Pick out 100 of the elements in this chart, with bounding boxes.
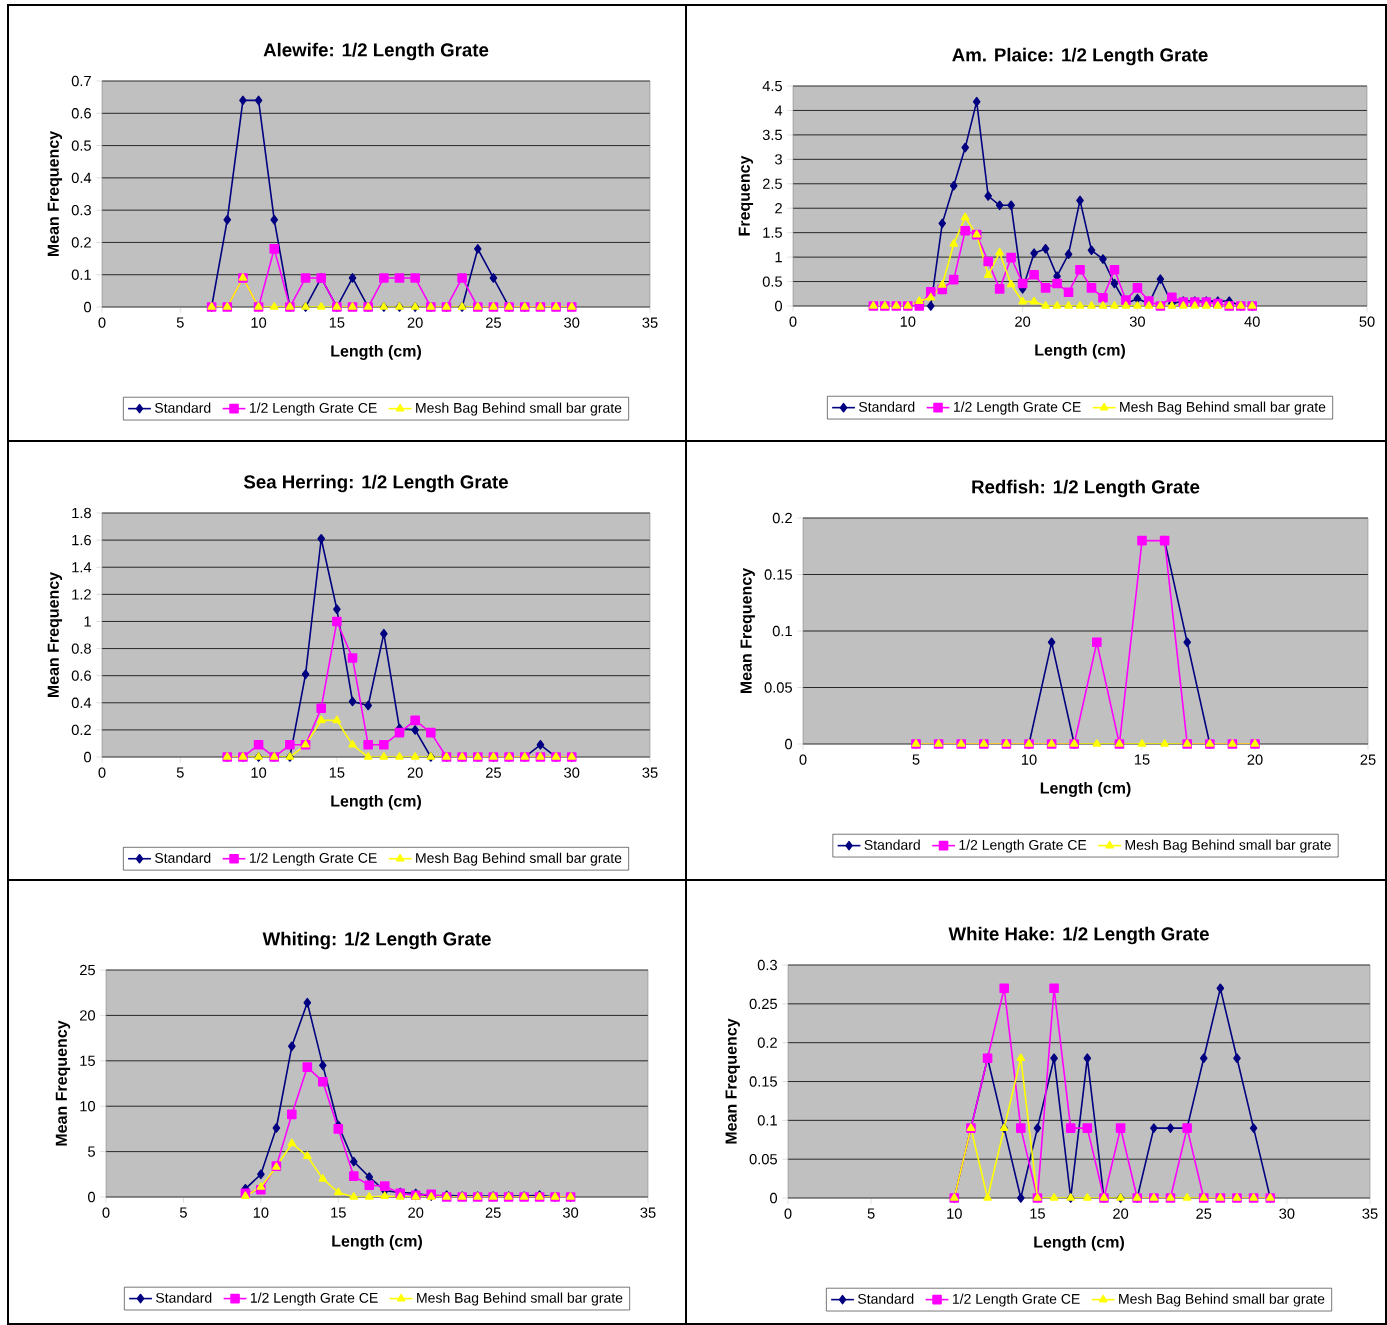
- x-axis-title: Length (cm): [331, 794, 421, 810]
- y-tick-label: 1.5: [763, 227, 782, 238]
- x-tick-label: 35: [642, 317, 658, 328]
- chart-title: White Hake: 1/2 Length Grate: [948, 926, 1209, 945]
- legend-label: Mesh Bag Behind small bar grate: [1125, 839, 1331, 853]
- legend-label: Standard: [858, 1293, 914, 1304]
- y-tick-label: 0.15: [764, 569, 792, 580]
- x-tick-label: 30: [1279, 1208, 1295, 1219]
- y-tick-label: 0: [770, 1192, 778, 1204]
- y-tick-label: 0.5: [762, 276, 782, 287]
- x-tick-label: 0: [98, 767, 106, 778]
- legend-label: Standard: [156, 1292, 212, 1303]
- y-tick-label: 0.2: [71, 237, 91, 248]
- x-axis-title: Length (cm): [1035, 343, 1125, 359]
- x-axis-title: Length (cm): [332, 1234, 422, 1250]
- y-tick-label: 0.05: [764, 682, 792, 693]
- x-tick-label: 0: [98, 317, 106, 328]
- y-tick-label: 1.4: [72, 562, 92, 573]
- y-tick-label: 0.05: [749, 1154, 777, 1165]
- x-tick-label: 5: [912, 754, 920, 765]
- legend-label: 1/2 Length Grate CE: [953, 401, 1081, 415]
- y-tick-label: 0.1: [772, 625, 792, 637]
- x-tick-label: 10: [900, 316, 916, 327]
- y-tick-label: 0.2: [772, 512, 792, 524]
- legend-label: 1/2 Length Grate CE: [249, 402, 377, 416]
- y-tick-label: 25: [80, 964, 95, 976]
- y-tick-label: 0.4: [71, 697, 92, 708]
- y-tick-label: 0.2: [757, 1037, 777, 1048]
- legend-label: 1/2 Length Grate CE: [249, 852, 377, 866]
- y-tick-label: 0.1: [757, 1115, 777, 1126]
- y-tick-label: 0.3: [71, 204, 91, 216]
- chart-title: Whiting: 1/2 Length Grate: [262, 931, 491, 950]
- y-axis-title: Mean Frequency: [55, 1020, 71, 1146]
- x-tick-label: 10: [1021, 754, 1037, 765]
- y-axis-title: Mean Frequency: [47, 571, 63, 698]
- x-tick-label: 20: [1015, 316, 1031, 327]
- legend-label: Standard: [859, 401, 915, 412]
- y-tick-label: 0: [785, 738, 793, 750]
- y-tick-label: 3.5: [762, 129, 782, 141]
- legend-label: 1/2 Length Grate CE: [250, 1292, 378, 1306]
- x-tick-label: 15: [329, 317, 345, 328]
- x-axis-title: Length (cm): [1034, 1235, 1124, 1251]
- x-tick-label: 25: [1196, 1208, 1212, 1219]
- y-tick-label: 0.3: [757, 959, 777, 971]
- x-tick-label: 0: [799, 754, 807, 765]
- x-tick-label: 35: [642, 767, 658, 778]
- y-tick-label: 2.5: [762, 178, 782, 189]
- y-tick-label: 0.6: [71, 670, 91, 681]
- y-tick-label: 15: [80, 1055, 95, 1066]
- x-tick-label: 25: [1360, 754, 1376, 765]
- x-tick-label: 35: [1362, 1208, 1378, 1219]
- x-tick-label: 30: [1129, 316, 1145, 327]
- legend-label: Standard: [155, 402, 211, 413]
- y-tick-label: 0.2: [71, 724, 91, 736]
- y-tick-label: 0.15: [749, 1076, 777, 1087]
- x-tick-label: 25: [486, 767, 501, 778]
- legend-label: Standard: [864, 839, 920, 850]
- y-tick-label: 0.1: [71, 269, 91, 280]
- x-tick-label: 20: [1113, 1208, 1129, 1219]
- x-tick-label: 15: [331, 1207, 346, 1218]
- legend-label: Mesh Bag Behind small bar grate: [417, 1292, 623, 1306]
- y-tick-label: 20: [80, 1010, 96, 1021]
- x-tick-label: 30: [562, 1207, 579, 1218]
- y-tick-label: 0.4: [71, 172, 92, 184]
- x-tick-label: 30: [564, 317, 580, 328]
- x-tick-label: 20: [1247, 754, 1263, 765]
- x-tick-label: 35: [640, 1207, 656, 1218]
- y-axis-title: Mean Frequency: [725, 1018, 740, 1144]
- x-tick-label: 10: [251, 317, 267, 328]
- y-axis-title: Mean Frequency: [47, 130, 63, 257]
- y-tick-label: 0.6: [71, 108, 91, 119]
- x-axis-title: Length (cm): [1040, 781, 1131, 797]
- x-tick-label: 5: [176, 767, 184, 778]
- y-axis-title: Frequency: [738, 155, 754, 236]
- chart-title: Redfish: 1/2 Length Grate: [972, 479, 1200, 498]
- x-tick-label: 20: [407, 317, 423, 328]
- y-tick-label: 0: [88, 1191, 96, 1203]
- x-tick-label: 25: [485, 1207, 501, 1218]
- y-tick-label: 1.8: [72, 507, 91, 519]
- legend-label: Mesh Bag Behind small bar grate: [1119, 1293, 1325, 1307]
- x-tick-label: 15: [1030, 1208, 1045, 1219]
- chart-title: Alewife: 1/2 Length Grate: [263, 42, 489, 61]
- y-tick-label: 0.8: [71, 643, 91, 654]
- x-tick-label: 15: [1134, 754, 1150, 765]
- x-tick-label: 10: [253, 1207, 269, 1218]
- y-tick-label: 3: [775, 154, 782, 165]
- y-tick-label: 2: [775, 203, 782, 214]
- y-tick-label: 0: [84, 301, 92, 313]
- y-tick-label: 4: [774, 105, 783, 116]
- x-tick-label: 15: [329, 767, 345, 778]
- y-tick-label: 0: [775, 300, 783, 312]
- y-tick-label: 4.5: [762, 80, 782, 92]
- x-tick-label: 10: [251, 767, 267, 778]
- x-tick-label: 20: [407, 767, 423, 778]
- x-tick-label: 10: [947, 1208, 962, 1219]
- legend-label: Mesh Bag Behind small bar grate: [1120, 401, 1326, 415]
- x-tick-label: 5: [176, 317, 184, 328]
- y-tick-label: 0.7: [71, 75, 91, 87]
- y-tick-label: 1: [84, 616, 91, 627]
- x-tick-label: 5: [867, 1208, 875, 1219]
